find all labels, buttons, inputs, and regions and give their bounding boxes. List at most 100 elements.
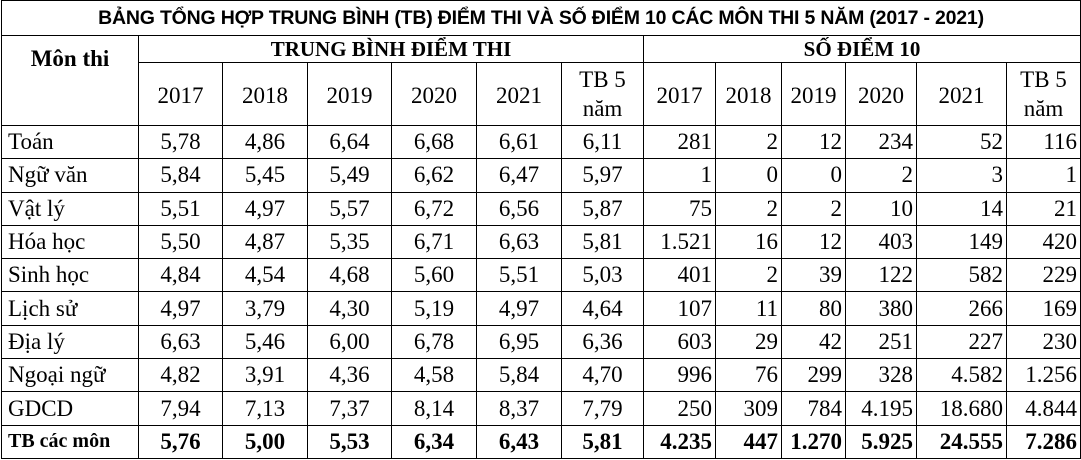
average-score-cell: 7,37 xyxy=(307,391,392,426)
average-score-cell: 4,58 xyxy=(391,358,477,393)
tens-count-cell: 149 xyxy=(916,224,1007,260)
tens-count-cell: 2 xyxy=(715,191,782,226)
tens-count-cell: 582 xyxy=(916,258,1007,293)
subject-header: Môn thi xyxy=(1,35,139,126)
average-score-cell: 6,11 xyxy=(561,124,644,160)
average-score-cell: 5,51 xyxy=(476,258,562,293)
tb5-line1: TB 5 xyxy=(1020,67,1067,92)
avg-year-header: 2019 xyxy=(307,62,392,126)
tens-count-cell: 309 xyxy=(715,391,782,426)
tens-count-cell: 234 xyxy=(845,124,917,160)
tens-year-header: 2018 xyxy=(715,62,782,126)
tens-count-cell: 281 xyxy=(643,124,716,160)
average-score-cell: 5,60 xyxy=(391,258,477,293)
tens-count-cell: 603 xyxy=(643,324,716,360)
tens-count-cell: 116 xyxy=(1006,124,1081,160)
tens-count-cell: 24.555 xyxy=(916,424,1007,459)
average-score-cell: 6,68 xyxy=(391,124,477,160)
average-score-cell: 3,91 xyxy=(222,358,308,393)
subject-cell: Sinh học xyxy=(1,258,139,293)
subject-cell: Địa lý xyxy=(1,324,139,360)
tens-count-cell: 401 xyxy=(643,258,716,293)
average-score-cell: 4,97 xyxy=(138,291,223,326)
tens-count-cell: 230 xyxy=(1006,324,1081,360)
table-row: Ngoại ngữ 4,82 3,91 4,36 4,58 5,84 4,70 996 76 29… xyxy=(1,358,1081,393)
tens-count-cell: 0 xyxy=(715,158,782,193)
tens-count-cell: 380 xyxy=(845,291,917,326)
tens-count-cell: 12 xyxy=(781,224,846,260)
average-score-cell: 5,84 xyxy=(138,158,223,193)
tens-count-cell: 251 xyxy=(845,324,917,360)
avg-tb5-header: TB 5 năm xyxy=(561,62,644,126)
average-score-cell: 5,81 xyxy=(561,424,644,459)
tens-count-cell: 11 xyxy=(715,291,782,326)
average-score-cell: 6,95 xyxy=(476,324,562,360)
tens-year-header: 2019 xyxy=(781,62,846,126)
tens-count-cell: 2 xyxy=(715,124,782,160)
tens-count-cell: 447 xyxy=(715,424,782,459)
tens-count-cell: 2 xyxy=(781,191,846,226)
average-score-cell: 6,71 xyxy=(391,224,477,260)
average-score-cell: 5,19 xyxy=(391,291,477,326)
average-score-cell: 7,94 xyxy=(138,391,223,426)
table-row: GDCD 7,94 7,13 7,37 8,14 8,37 7,79 250 309 784 4.1… xyxy=(1,391,1081,426)
average-score-cell: 3,79 xyxy=(222,291,308,326)
tens-count-cell: 403 xyxy=(845,224,917,260)
table-row: Địa lý 6,63 5,46 6,00 6,78 6,95 6,36 603 29 42 251… xyxy=(1,324,1081,360)
average-score-cell: 6,63 xyxy=(138,324,223,360)
subject-cell: TB các môn xyxy=(1,424,139,459)
table-row: Hóa học 5,50 4,87 5,35 6,71 6,63 5,81 1.521 16 12… xyxy=(1,224,1081,260)
tens-tb5-header: TB 5 năm xyxy=(1006,62,1081,126)
tens-count-cell: 1 xyxy=(643,158,716,193)
avg-year-header: 2018 xyxy=(222,62,308,126)
average-score-cell: 4,30 xyxy=(307,291,392,326)
average-score-cell: 4,68 xyxy=(307,258,392,293)
tens-count-cell: 14 xyxy=(916,191,1007,226)
average-score-cell: 8,37 xyxy=(476,391,562,426)
avg-year-header: 2020 xyxy=(391,62,477,126)
total-row: TB các môn 5,76 5,00 5,53 6,34 6,43 5,81 4.235 4… xyxy=(1,424,1081,459)
tens-count-cell: 1 xyxy=(1006,158,1081,193)
average-score-cell: 6,62 xyxy=(391,158,477,193)
average-score-cell: 4,86 xyxy=(222,124,308,160)
average-score-cell: 4,70 xyxy=(561,358,644,393)
tens-year-header: 2020 xyxy=(845,62,917,126)
average-score-cell: 6,64 xyxy=(307,124,392,160)
table-row: Vật lý 5,51 4,97 5,57 6,72 6,56 5,87 75 2 2 10 14 21 xyxy=(1,191,1081,226)
tens-year-header: 2017 xyxy=(643,62,716,126)
table-row: Ngữ văn 5,84 5,45 5,49 6,62 6,47 5,97 1 0 0 2 3 1 xyxy=(1,158,1081,193)
subject-cell: Hóa học xyxy=(1,224,139,260)
tens-count-cell: 4.235 xyxy=(643,424,716,459)
average-score-cell: 7,13 xyxy=(222,391,308,426)
average-score-cell: 7,79 xyxy=(561,391,644,426)
tens-count-cell: 169 xyxy=(1006,291,1081,326)
average-score-cell: 4,64 xyxy=(561,291,644,326)
table-row: Toán 5,78 4,86 6,64 6,68 6,61 6,11 281 2 12 234 52 1… xyxy=(1,124,1081,160)
average-score-cell: 6,43 xyxy=(476,424,562,459)
tens-count-cell: 42 xyxy=(781,324,846,360)
table-title: BẢNG TỔNG HỢP TRUNG BÌNH (TB) ĐIỂM THI V… xyxy=(1,0,1081,36)
tens-count-cell: 12 xyxy=(781,124,846,160)
average-score-cell: 5,03 xyxy=(561,258,644,293)
subject-cell: Ngoại ngữ xyxy=(1,358,139,393)
average-score-cell: 5,46 xyxy=(222,324,308,360)
average-score-cell: 5,49 xyxy=(307,158,392,193)
tens-count-cell: 122 xyxy=(845,258,917,293)
average-score-cell: 4,82 xyxy=(138,358,223,393)
average-score-cell: 6,34 xyxy=(391,424,477,459)
average-score-cell: 5,97 xyxy=(561,158,644,193)
subject-cell: Ngữ văn xyxy=(1,158,139,193)
tens-count-cell: 328 xyxy=(845,358,917,393)
average-score-cell: 5,53 xyxy=(307,424,392,459)
average-score-cell: 4,87 xyxy=(222,224,308,260)
average-score-cell: 5,78 xyxy=(138,124,223,160)
tens-count-cell: 4.844 xyxy=(1006,391,1081,426)
average-score-cell: 4,84 xyxy=(138,258,223,293)
tens-count-cell: 299 xyxy=(781,358,846,393)
average-score-cell: 4,54 xyxy=(222,258,308,293)
average-score-cell: 6,61 xyxy=(476,124,562,160)
average-score-cell: 5,84 xyxy=(476,358,562,393)
tb5-line1: TB 5 xyxy=(579,67,626,92)
average-score-cell: 5,57 xyxy=(307,191,392,226)
average-score-cell: 6,56 xyxy=(476,191,562,226)
